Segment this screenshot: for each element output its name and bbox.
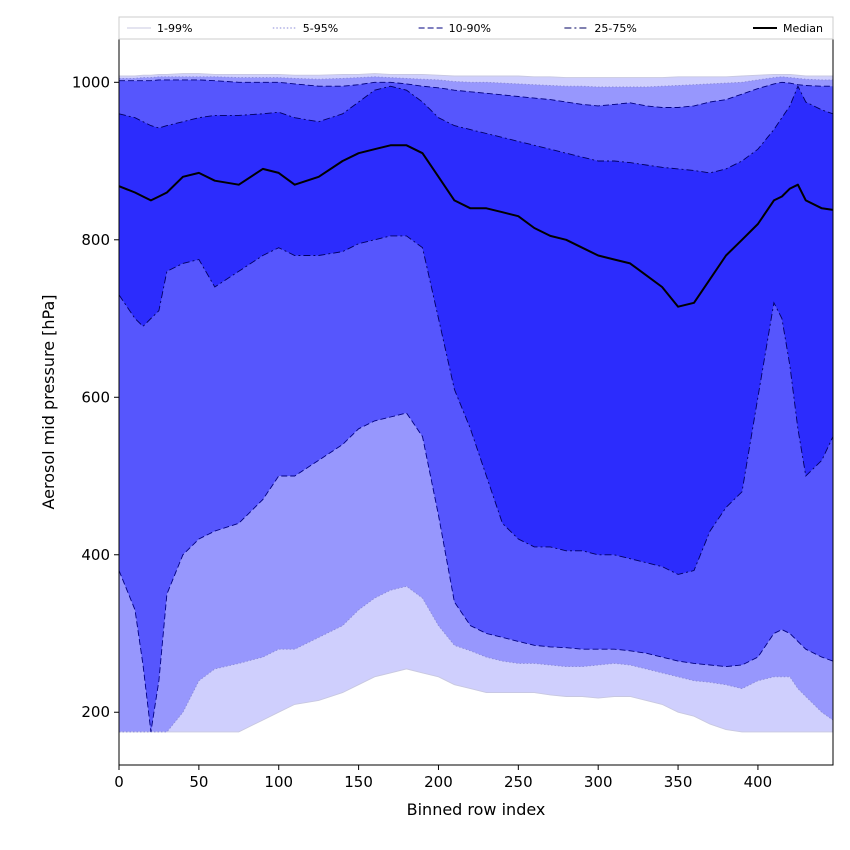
x-axis-label: Binned row index: [407, 800, 546, 819]
legend-label: 1-99%: [157, 22, 192, 35]
x-tick-label: 300: [584, 773, 613, 791]
x-tick-label: 350: [664, 773, 693, 791]
x-tick-label: 100: [264, 773, 293, 791]
x-tick-label: 250: [504, 773, 533, 791]
legend-box: [118, 16, 834, 40]
band-3-upper-line: [118, 85, 834, 174]
x-tick-label: 150: [344, 773, 373, 791]
series-0-line: [118, 144, 834, 308]
y-tick-label: 200: [81, 703, 110, 721]
percentile-lines: [118, 73, 834, 733]
x-axis-ticks: 0 50 100 150 200 250 300 350 400: [114, 765, 772, 791]
x-tick-label: 200: [424, 773, 453, 791]
band-3-area: [119, 86, 833, 575]
median-line: [118, 144, 834, 308]
legend-label: 10-90%: [449, 22, 491, 35]
band-0-upper-line: [119, 73, 833, 79]
y-axis-label: Aerosol mid pressure [hPa]: [39, 294, 58, 509]
percentile-bands: [119, 73, 833, 732]
y-tick-label: 600: [81, 388, 110, 406]
legend-label: 25-75%: [594, 22, 636, 35]
x-tick-label: 400: [744, 773, 773, 791]
legend: 1-99% 5-95% 10-90% 25-75% Median: [118, 16, 834, 40]
band-1-lower-line: [119, 585, 834, 733]
band-2-upper-line: [119, 79, 833, 108]
y-axis-ticks: 200 400 600 800 1000: [72, 73, 119, 721]
y-tick-label: 1000: [72, 73, 110, 91]
band-1-upper-line: [119, 76, 833, 88]
x-tick-label: 0: [114, 773, 124, 791]
band-2-lower-line: [118, 412, 834, 732]
band-0-lower-line: [119, 668, 833, 733]
y-tick-label: 800: [81, 231, 110, 249]
x-tick-label: 50: [189, 773, 208, 791]
y-tick-label: 400: [81, 546, 110, 564]
legend-label: 5-95%: [303, 22, 338, 35]
legend-label: Median: [783, 22, 823, 35]
